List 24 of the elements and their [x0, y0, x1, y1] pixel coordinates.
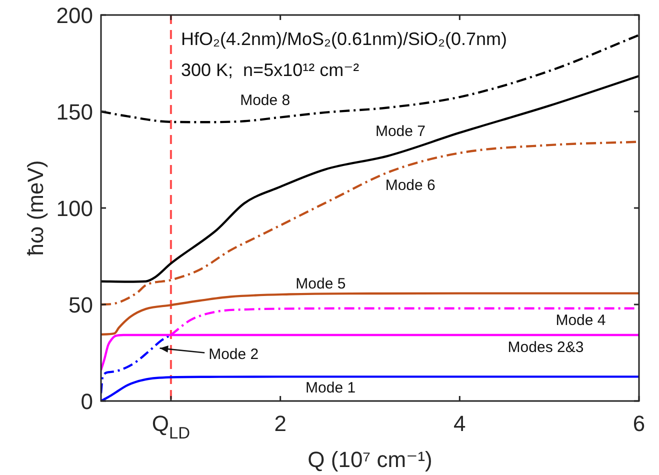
annotation: 300 K; n=5x10¹² cm⁻²: [181, 60, 360, 80]
series-label: Modes 2&3: [508, 338, 584, 356]
text: Mode 2: [208, 346, 259, 363]
series-label: Mode 8: [240, 92, 290, 109]
y-axis-title: ħω (meV): [23, 160, 48, 256]
x-axis-title: Q (10⁷ cm⁻¹): [308, 447, 432, 472]
line-series: [101, 376, 639, 401]
annotation: HfO₂(4.2nm)/MoS₂(0.61nm)/SiO₂(0.7nm): [181, 29, 508, 49]
line-series: [101, 140, 639, 306]
series-label: Mode 6: [385, 176, 436, 194]
y-tick-label: 50: [68, 292, 94, 318]
x-tick-label: 4: [454, 411, 466, 436]
line-series: [101, 34, 639, 124]
series-label: Mode 1: [306, 379, 356, 396]
line-series: [101, 292, 639, 336]
y-tick-label: 0: [80, 389, 94, 414]
y-tick-label: 200: [56, 3, 94, 28]
y-tick-label: 100: [56, 196, 94, 221]
y-tick-label: 150: [56, 100, 94, 124]
x-tick-label: 2: [274, 411, 286, 436]
x-tick-label: 6: [632, 411, 646, 436]
series-label: Mode 7: [375, 122, 426, 140]
series-label: Mode 4: [556, 312, 606, 329]
series-label: Mode 5: [296, 275, 346, 292]
